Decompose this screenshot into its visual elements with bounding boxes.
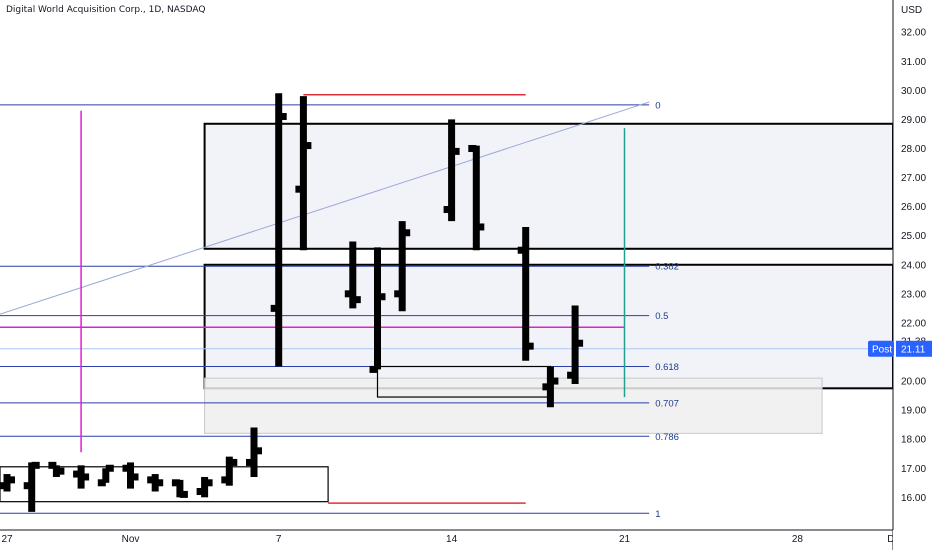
post-badge bbox=[868, 340, 894, 357]
trend-line[interactable] bbox=[0, 101, 650, 315]
chart-title: Digital World Acquisition Corp., 1D, NAS… bbox=[6, 5, 206, 15]
price-tick-label: 23.00 bbox=[901, 289, 926, 300]
price-tick-label: 32.00 bbox=[901, 28, 926, 39]
zone-box-0[interactable] bbox=[203, 122, 895, 250]
price-tick-label: 30.00 bbox=[901, 86, 926, 97]
time-tick-label: 7 bbox=[276, 534, 282, 545]
ohlc-bar-9 bbox=[196, 476, 213, 498]
fib-level-label-6: 1 bbox=[655, 509, 660, 520]
ohlc-bar-16 bbox=[394, 221, 411, 312]
time-tick-label: 21 bbox=[619, 534, 631, 545]
fib-level-label-2: 0.5 bbox=[655, 311, 668, 322]
post-badge-text: Post bbox=[872, 344, 892, 355]
ohlc-bar-15 bbox=[369, 247, 386, 373]
outline-boxes[interactable] bbox=[0, 365, 551, 503]
price-axis-panel[interactable] bbox=[893, 0, 932, 550]
price-tick-label: 29.00 bbox=[901, 115, 926, 126]
price-tick-label: 18.00 bbox=[901, 435, 926, 446]
ohlc-bar-21 bbox=[567, 305, 584, 384]
price-tick-label: 17.00 bbox=[901, 464, 926, 475]
price-tick-label: 26.00 bbox=[901, 202, 926, 213]
price-tick-label: 19.00 bbox=[901, 406, 926, 417]
post-price-badge bbox=[896, 340, 932, 357]
ohlc-bar-11 bbox=[246, 427, 262, 477]
time-tick-label: Nov bbox=[122, 534, 140, 545]
outline-box-4[interactable] bbox=[0, 466, 329, 503]
ohlc-bar-5 bbox=[97, 464, 114, 487]
drawing-lines[interactable] bbox=[0, 93, 893, 504]
price-tick-label: 16.00 bbox=[901, 493, 926, 504]
time-tick-label: 28 bbox=[792, 534, 804, 545]
fib-level-label-0: 0 bbox=[655, 100, 660, 111]
price-tick-label: 27.00 bbox=[901, 173, 926, 184]
price-tick-label: 28.00 bbox=[901, 144, 926, 155]
price-tick-label: 31.00 bbox=[901, 57, 926, 68]
ohlc-bar-13 bbox=[295, 96, 312, 251]
price-tick-label: 24.00 bbox=[901, 260, 926, 271]
post-price-text: 21.11 bbox=[901, 344, 926, 355]
axis-corner bbox=[893, 530, 932, 550]
fib-level-label-3: 0.618 bbox=[655, 362, 679, 373]
outline-box-3[interactable] bbox=[376, 365, 551, 398]
ohlc-bar-12 bbox=[270, 93, 287, 367]
price-tick-label: 22.00 bbox=[901, 318, 926, 329]
ohlc-bar-19 bbox=[517, 226, 534, 361]
currency-label: USD bbox=[901, 5, 922, 16]
ohlc-bar-7 bbox=[147, 474, 164, 492]
fib-level-label-1: 0.382 bbox=[655, 262, 679, 273]
ohlc-bar-8 bbox=[171, 479, 188, 498]
ohlc-bar-18 bbox=[468, 144, 485, 251]
price-tick-label: 20.00 bbox=[901, 377, 926, 388]
time-tick-label: 27 bbox=[1, 534, 13, 545]
zones-layer bbox=[203, 122, 895, 434]
ohlc-bar-2 bbox=[23, 461, 40, 512]
ohlc-bar-14 bbox=[344, 241, 361, 309]
price-tick-label: 25.00 bbox=[901, 231, 926, 242]
ohlc-bar-17 bbox=[443, 119, 460, 222]
time-tick-label: 14 bbox=[446, 534, 458, 545]
ohlc-bar-10 bbox=[221, 456, 238, 486]
ohlc-bar-4 bbox=[73, 465, 90, 489]
fib-retracement[interactable]: 0 0.382 0.5 0.618 0.707 0.786 1 bbox=[0, 100, 679, 520]
zone-box-light-2[interactable] bbox=[204, 377, 823, 434]
fib-level-label-4: 0.707 bbox=[655, 398, 679, 409]
ohlc-bars bbox=[0, 93, 584, 512]
fib-level-label-5: 0.786 bbox=[655, 432, 679, 443]
